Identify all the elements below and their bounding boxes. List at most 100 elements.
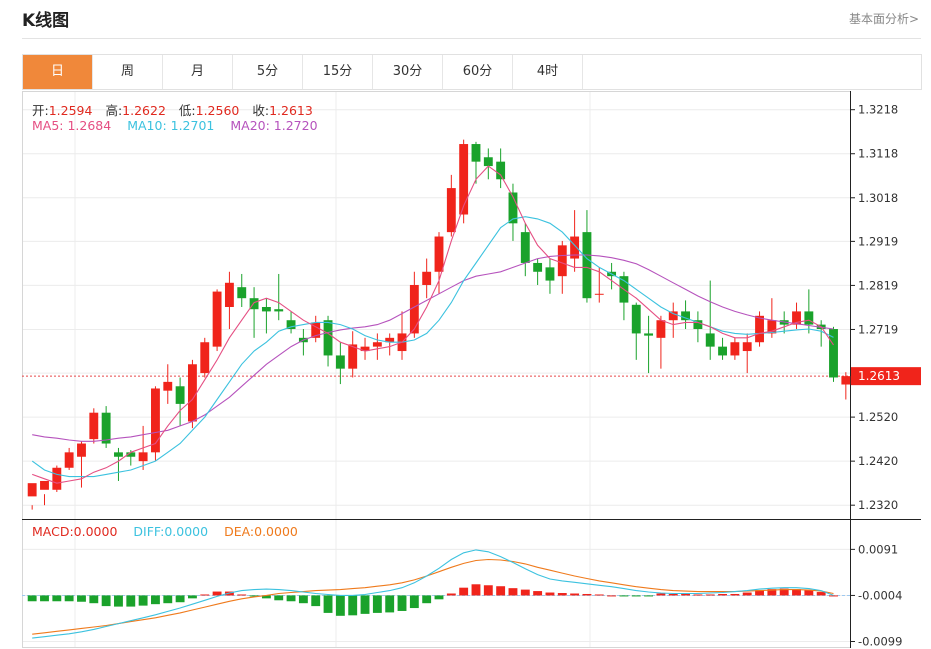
macd-bar <box>693 594 703 596</box>
macd-bar <box>89 595 99 604</box>
low-value: 1.2560 <box>195 103 240 118</box>
candle-body <box>730 342 740 356</box>
candle-body <box>101 412 111 444</box>
macd-bar <box>705 594 715 596</box>
tab-day[interactable]: 日 <box>23 55 93 89</box>
candle-body <box>520 232 530 263</box>
macd-bar <box>385 595 395 613</box>
macd-bar <box>631 595 641 597</box>
macd-bar <box>496 586 506 596</box>
macd-value: MACD:0.0000 <box>32 524 118 539</box>
tab-5min[interactable]: 5分 <box>233 55 303 89</box>
macd-bar <box>681 593 691 596</box>
candle <box>372 333 382 360</box>
ma-readout: MA5: 1.2684 MA10: 1.2701 MA20: 1.2720 <box>32 118 330 133</box>
candle-body <box>718 346 727 356</box>
candle-body <box>212 291 222 347</box>
macd-bar <box>311 595 321 607</box>
macd-bar <box>557 593 567 596</box>
candle <box>360 337 370 360</box>
tab-month[interactable]: 月 <box>163 55 233 89</box>
candle <box>755 311 764 347</box>
candle <box>261 298 271 334</box>
candle-body <box>767 320 777 334</box>
macd-bar <box>397 595 407 611</box>
candle-body <box>557 245 567 277</box>
macd-bar <box>816 592 826 596</box>
candle-body <box>434 236 444 272</box>
candle-body <box>705 333 715 347</box>
candle <box>311 315 321 343</box>
candle-body <box>224 282 234 307</box>
candle-body <box>594 293 604 295</box>
ma5-line <box>32 165 834 484</box>
candle-body <box>631 304 641 334</box>
candle <box>656 315 666 369</box>
macd-bar <box>446 593 456 596</box>
candle-body <box>261 307 271 312</box>
price-tick-label: 1.2320 <box>858 498 898 512</box>
candle <box>841 372 851 400</box>
candle <box>27 483 37 510</box>
price-tick-label: 1.3118 <box>858 147 898 161</box>
candles <box>27 139 851 510</box>
candle <box>508 183 518 241</box>
candle-body <box>829 329 838 378</box>
tab-week[interactable]: 周 <box>93 55 163 89</box>
macd-bar <box>533 591 543 596</box>
candle <box>52 465 62 492</box>
candle <box>631 302 641 360</box>
candle <box>718 337 727 360</box>
candle-body <box>311 322 321 338</box>
candle-body <box>681 311 691 321</box>
tab-15min[interactable]: 15分 <box>303 55 373 89</box>
macd-bar <box>335 595 345 616</box>
candle-body <box>508 192 518 224</box>
candle <box>237 273 247 307</box>
candle <box>163 364 173 404</box>
macd-bar <box>459 587 469 596</box>
title-divider <box>22 38 921 39</box>
macd-bar <box>27 595 37 602</box>
candle <box>557 240 567 294</box>
ohlc-readout: 开:1.2594 高:1.2622 低:1.2560 收:1.2613 <box>32 100 322 119</box>
macd-bar <box>286 595 296 602</box>
macd-bar <box>520 589 530 596</box>
tab-30min[interactable]: 30分 <box>373 55 443 89</box>
candle-body <box>668 311 678 321</box>
candle-body <box>459 144 469 215</box>
candle-body <box>77 443 86 457</box>
candle-body <box>533 262 543 272</box>
macd-bar <box>249 595 259 597</box>
low-label: 低: <box>178 103 196 118</box>
macd-bar <box>138 595 148 606</box>
high-label: 高: <box>105 103 123 118</box>
macd-bar <box>187 595 197 599</box>
candle <box>348 331 358 378</box>
candle-body <box>274 309 284 312</box>
candle <box>693 311 703 343</box>
macd-tick-label: -0.0004 <box>858 588 902 602</box>
macd-readout: MACD:0.0000 DIFF:0.0000 DEA:0.0000 <box>32 524 310 539</box>
candle-body <box>496 161 506 180</box>
macd-bar <box>151 595 160 605</box>
macd-bar <box>52 595 62 602</box>
candle-body <box>151 388 160 453</box>
tab-4hour[interactable]: 4时 <box>513 55 583 89</box>
price-axis: 1.3218 1.3118 1.3018 1.2919 1.2819 1.2719 1.26… <box>850 103 898 512</box>
price-tick-label: 1.3218 <box>858 103 898 117</box>
candle <box>705 280 715 360</box>
grid-lines <box>22 91 850 648</box>
tab-60min[interactable]: 60分 <box>443 55 513 89</box>
fundamental-analysis-link[interactable]: 基本面分析> <box>848 12 919 26</box>
candle <box>644 315 654 374</box>
candle-body <box>656 320 666 338</box>
macd-bar <box>114 595 123 607</box>
macd-bar <box>767 589 777 596</box>
candle <box>114 447 123 481</box>
candle-body <box>27 483 37 497</box>
macd-tick-label: 0.0091 <box>858 542 898 556</box>
current-price-label: 1.2613 <box>858 369 900 383</box>
ma5-value: MA5: 1.2684 <box>32 118 112 133</box>
